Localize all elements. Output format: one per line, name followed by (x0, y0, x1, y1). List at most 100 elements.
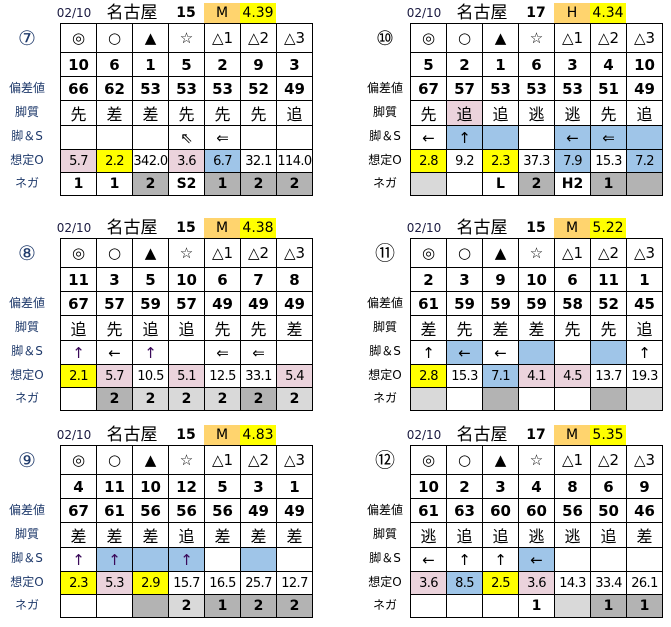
running-style-cell: 差 (96, 100, 133, 126)
expected-odds-cell: 19.3 (626, 364, 663, 388)
deviation-cell: 56 (132, 498, 169, 523)
running-style-cell: 追 (590, 522, 627, 548)
prediction-table: ◎ ○ ▲ ☆ △1 △2 △3 10 2 3 4 8 6 9 61 63 60 60 56 50 46 逃追追逃逃追差 ←… (410, 445, 663, 618)
row-label: ネガ (372, 391, 397, 405)
expected-odds-cell: 25.7 (240, 571, 277, 595)
mark-cell: △3 (626, 23, 663, 53)
mark-cell: ☆ (168, 23, 205, 53)
row-label: 偏差値 (8, 296, 45, 310)
negative-cell: S2 (168, 172, 205, 196)
running-style-cell: 差 (276, 315, 313, 341)
negative-cell: 2 (96, 387, 133, 411)
mark-cell: ◎ (410, 23, 447, 53)
race-number: ⑩ (376, 26, 394, 50)
mark-cell: ○ (96, 238, 133, 268)
race-date: 02/10 (56, 221, 92, 235)
negative-cell: 1 (204, 172, 241, 196)
deviation-cell: 67 (60, 291, 97, 316)
running-style-cell: 追 (168, 315, 205, 341)
horse-number-cell: 3 (482, 474, 519, 499)
expected-odds-cell: 5.7 (96, 364, 133, 388)
negative-cell (60, 594, 97, 618)
expected-odds-cell: 37.3 (518, 149, 555, 173)
horse-number-cell: 3 (96, 267, 133, 292)
race-number: ⑨ (18, 448, 36, 472)
table-row: ◎ ○ ▲ ☆ △1 △2 △3 (410, 445, 663, 475)
race-panel: 02/10 名古屋 15 M 5.22 ⑪ 偏差値 脚質 脚＆S 想定O ネガ ◎ ○ ▲ ☆ △1 △2 △3 2… (335, 215, 670, 420)
mark-cell: △3 (276, 445, 313, 475)
negative-cell (410, 387, 447, 411)
running-style-cell: 先 (590, 315, 627, 341)
deviation-cell: 59 (446, 291, 483, 316)
horse-number-cell: 5 (168, 52, 205, 77)
running-style-cell: 先 (204, 100, 241, 126)
running-style-cell: 差 (410, 315, 447, 341)
horse-number-cell: 10 (518, 267, 555, 292)
running-style-cell: 先 (554, 315, 591, 341)
expected-odds-cell: 9.2 (446, 149, 483, 173)
running-style-cell: 追 (446, 522, 483, 548)
venue-name: 名古屋 (456, 218, 508, 238)
horse-number-cell: 1 (482, 52, 519, 77)
horse-number-cell: 3 (240, 474, 277, 499)
running-style-cell: 追 (60, 315, 97, 341)
deviation-cell: 49 (204, 291, 241, 316)
table-row: 66 62 53 53 53 52 49 (60, 76, 313, 101)
index-value: 4.38 (240, 218, 276, 238)
table-row: 10 2 3 4 8 6 9 (410, 474, 663, 499)
horse-number-cell: 1 (132, 52, 169, 77)
pace-arrow-cell: ↑ (626, 340, 663, 365)
expected-odds-cell: 114.0 (276, 149, 313, 173)
runner-count: 17 (526, 427, 546, 443)
negative-cell (96, 594, 133, 618)
table-row: 2.8 15.3 7.1 4.1 4.5 13.7 19.3 (410, 364, 663, 388)
mark-cell: △1 (554, 445, 591, 475)
pace-arrow-cell: ↑ (60, 340, 97, 365)
running-style-cell: 先 (410, 100, 447, 126)
expected-odds-cell: 33.1 (240, 364, 277, 388)
mark-cell: ☆ (518, 238, 555, 268)
pace-arrow-cell (276, 547, 313, 572)
mark-cell: ◎ (60, 238, 97, 268)
pace-arrow-cell: ↑ (96, 547, 133, 572)
row-label: 想定O (10, 368, 44, 382)
grade-badge: M (554, 425, 590, 445)
expected-odds-cell: 2.3 (60, 571, 97, 595)
horse-number-cell: 10 (410, 474, 447, 499)
pace-arrow-cell (60, 125, 97, 150)
mark-cell: ◎ (410, 238, 447, 268)
running-style-cell: 逃 (518, 100, 555, 126)
negative-cell (446, 172, 483, 196)
negative-cell (482, 594, 519, 618)
mark-cell: △2 (240, 445, 277, 475)
race-number: ⑦ (18, 26, 36, 50)
running-style-cell: 逃 (518, 522, 555, 548)
pace-arrow-cell (554, 547, 591, 572)
deviation-cell: 66 (60, 76, 97, 101)
pace-arrow-cell (240, 125, 277, 150)
expected-odds-cell: 342.0 (132, 149, 169, 173)
negative-cell: H2 (554, 172, 591, 196)
pace-arrow-cell: ← (482, 340, 519, 365)
horse-number-cell: 4 (518, 474, 555, 499)
venue-name: 名古屋 (106, 218, 158, 238)
mark-cell: ○ (446, 445, 483, 475)
mark-cell: △2 (590, 238, 627, 268)
deviation-cell: 49 (276, 76, 313, 101)
deviation-cell: 57 (96, 291, 133, 316)
deviation-cell: 49 (240, 498, 277, 523)
running-style-cell: 先 (204, 315, 241, 341)
negative-cell (410, 172, 447, 196)
negative-cell: 2 (240, 172, 277, 196)
race-date: 02/10 (56, 6, 92, 20)
expected-odds-cell: 33.4 (590, 571, 627, 595)
pace-arrow-cell (626, 547, 663, 572)
expected-odds-cell: 10.5 (132, 364, 169, 388)
deviation-cell: 49 (276, 291, 313, 316)
mark-cell: △1 (204, 445, 241, 475)
prediction-table: ◎ ○ ▲ ☆ △1 △2 △3 10 6 1 5 2 9 3 66 62 53 53 53 52 49 先差差先先先追 ⇖… (60, 23, 313, 196)
race-number: ⑫ (375, 448, 395, 472)
negative-cell: 2 (518, 172, 555, 196)
pace-arrow-cell: ⇐ (204, 340, 241, 365)
mark-cell: ▲ (482, 445, 519, 475)
